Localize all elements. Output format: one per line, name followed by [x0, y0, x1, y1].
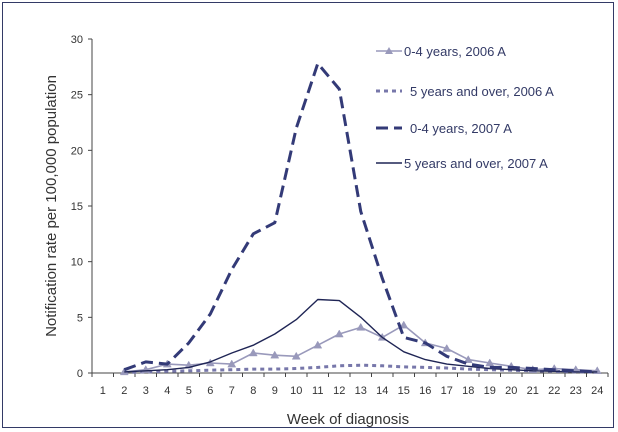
series-layer	[119, 62, 602, 376]
legend-marker	[385, 47, 393, 54]
x-tick-label: 16	[419, 385, 431, 397]
x-tick-label: 5	[186, 385, 192, 397]
data-point	[313, 340, 323, 349]
legend-label: 0-4 years, 2007 A	[410, 121, 512, 136]
x-axis-label: Week of diagnosis	[287, 411, 409, 428]
x-tick-label: 3	[143, 385, 149, 397]
x-tick-label: 22	[548, 385, 560, 397]
x-tick-label: 4	[164, 385, 170, 397]
series-3	[124, 298, 598, 373]
legend: 0-4 years, 2006 A 5 years and over, 2006 …	[376, 44, 554, 171]
x-tick-label: 21	[527, 385, 539, 397]
y-tick-label: 15	[71, 201, 83, 213]
x-tick-label: 12	[333, 385, 345, 397]
x-ticks: 1 2 3 4 5 6 7 8 9 10 11 12 13 14 15 16 17 18 19 20 21 22 23 24	[91, 373, 609, 397]
data-point	[485, 358, 495, 367]
legend-item: 0-4 years, 2006 A	[376, 44, 506, 59]
legend-item: 5 years and over, 2007 A	[376, 156, 548, 171]
series-2	[123, 62, 598, 374]
x-tick-label: 11	[312, 385, 323, 397]
y-tick-label: 10	[71, 257, 83, 269]
data-point	[248, 348, 258, 357]
x-tick-label: 1	[100, 385, 106, 397]
data-point	[291, 351, 301, 360]
data-point	[227, 359, 237, 368]
y-tick-label: 25	[71, 90, 83, 102]
x-tick-label: 7	[229, 385, 235, 397]
x-tick-label: 15	[398, 385, 410, 397]
y-tick-label: 30	[71, 34, 83, 46]
data-point	[399, 320, 409, 329]
legend-item: 5 years and over, 2006 A	[376, 84, 554, 99]
legend-label: 5 years and over, 2006 A	[410, 84, 554, 99]
x-tick-label: 2	[121, 385, 127, 397]
y-ticks: 0 5 10 15 20 25 30	[71, 34, 92, 380]
x-tick-label: 17	[441, 385, 453, 397]
x-tick-label: 18	[462, 385, 474, 397]
legend-item: 0-4 years, 2007 A	[376, 121, 512, 136]
y-axis-label: Notification rate per 100,000 population	[43, 75, 60, 337]
series-line	[124, 324, 598, 373]
legend-label: 0-4 years, 2006 A	[404, 44, 506, 59]
x-tick-label: 20	[505, 385, 517, 397]
y-tick-label: 5	[77, 312, 83, 324]
y-tick-label: 0	[77, 368, 83, 380]
x-tick-label: 14	[376, 385, 388, 397]
x-tick-label: 10	[290, 385, 302, 397]
data-point	[571, 365, 581, 373]
x-tick-label: 6	[207, 385, 213, 397]
series-line	[124, 298, 598, 373]
legend-label: 5 years and over, 2007 A	[404, 156, 548, 171]
data-point	[463, 355, 473, 363]
data-point	[270, 350, 280, 359]
x-tick-label: 13	[355, 385, 367, 397]
x-tick-label: 8	[250, 385, 256, 397]
x-tick-label: 19	[484, 385, 496, 397]
x-tick-label: 24	[591, 385, 603, 397]
series-line	[123, 62, 598, 374]
chart-frame	[2, 2, 614, 428]
y-tick-label: 20	[71, 145, 83, 157]
x-tick-label: 23	[570, 385, 582, 397]
data-point	[442, 344, 452, 352]
data-point	[356, 322, 366, 331]
x-tick-label: 9	[272, 385, 278, 397]
data-point	[334, 329, 344, 338]
